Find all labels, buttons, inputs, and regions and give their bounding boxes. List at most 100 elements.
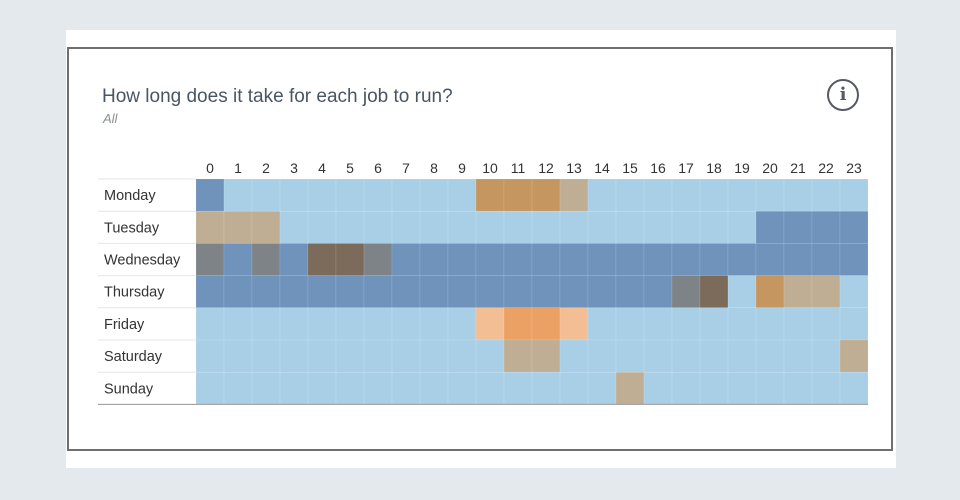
heatmap-cell-tuesday-19[interactable] [727, 210, 757, 244]
heatmap-cell-sunday-7[interactable] [391, 371, 421, 405]
heatmap-cell-tuesday-1[interactable] [223, 210, 253, 244]
heatmap-cell-sunday-9[interactable] [447, 371, 477, 405]
heatmap-cell-sunday-8[interactable] [419, 371, 449, 405]
heatmap-cell-friday-12[interactable] [531, 307, 561, 341]
heatmap-cell-sunday-3[interactable] [279, 371, 309, 405]
heatmap-cell-friday-11[interactable] [503, 307, 533, 341]
heatmap-cell-tuesday-15[interactable] [615, 210, 645, 244]
heatmap-cell-thursday-15[interactable] [615, 275, 645, 309]
heatmap-cell-tuesday-18[interactable] [699, 210, 729, 244]
heatmap-cell-monday-19[interactable] [727, 178, 757, 212]
heatmap-cell-monday-4[interactable] [307, 178, 337, 212]
heatmap-cell-saturday-20[interactable] [755, 339, 785, 373]
heatmap-cell-wednesday-10[interactable] [475, 243, 505, 276]
heatmap-cell-sunday-21[interactable] [783, 371, 813, 405]
heatmap-cell-friday-20[interactable] [755, 307, 785, 341]
heatmap-cell-wednesday-13[interactable] [559, 243, 589, 276]
heatmap-cell-thursday-7[interactable] [391, 275, 421, 309]
heatmap-cell-thursday-18[interactable] [699, 275, 729, 309]
heatmap-cell-sunday-16[interactable] [643, 371, 673, 405]
heatmap-cell-sunday-15[interactable] [615, 371, 645, 405]
heatmap-cell-wednesday-15[interactable] [615, 243, 645, 276]
heatmap-cell-sunday-11[interactable] [503, 371, 533, 405]
heatmap-cell-saturday-18[interactable] [699, 339, 729, 373]
heatmap-cell-wednesday-19[interactable] [727, 243, 757, 276]
heatmap-cell-tuesday-23[interactable] [839, 210, 869, 244]
heatmap-cell-thursday-2[interactable] [251, 275, 281, 309]
heatmap-cell-wednesday-11[interactable] [503, 243, 533, 276]
heatmap-cell-sunday-17[interactable] [671, 371, 701, 405]
heatmap-cell-thursday-12[interactable] [531, 275, 561, 309]
heatmap-cell-saturday-4[interactable] [307, 339, 337, 373]
heatmap-cell-thursday-21[interactable] [783, 275, 813, 309]
heatmap-cell-saturday-8[interactable] [419, 339, 449, 373]
heatmap-cell-thursday-11[interactable] [503, 275, 533, 309]
heatmap-cell-saturday-23[interactable] [839, 339, 869, 373]
heatmap-cell-saturday-17[interactable] [671, 339, 701, 373]
heatmap-cell-thursday-8[interactable] [419, 275, 449, 309]
heatmap-cell-friday-23[interactable] [839, 307, 869, 341]
heatmap-cell-wednesday-7[interactable] [391, 243, 421, 276]
heatmap-cell-tuesday-9[interactable] [447, 210, 477, 244]
heatmap-cell-thursday-19[interactable] [727, 275, 757, 309]
heatmap-cell-sunday-5[interactable] [335, 371, 365, 405]
heatmap-cell-tuesday-21[interactable] [783, 210, 813, 244]
heatmap-cell-wednesday-8[interactable] [419, 243, 449, 276]
heatmap-cell-sunday-12[interactable] [531, 371, 561, 405]
heatmap-cell-saturday-2[interactable] [251, 339, 281, 373]
heatmap-cell-wednesday-20[interactable] [755, 243, 785, 276]
heatmap-cell-monday-3[interactable] [279, 178, 309, 212]
heatmap-cell-monday-7[interactable] [391, 178, 421, 212]
heatmap-cell-wednesday-21[interactable] [783, 243, 813, 276]
heatmap-cell-tuesday-0[interactable] [195, 210, 225, 244]
heatmap-cell-wednesday-5[interactable] [335, 243, 365, 276]
heatmap-cell-friday-6[interactable] [363, 307, 393, 341]
heatmap-cell-sunday-0[interactable] [195, 371, 225, 405]
heatmap-cell-sunday-4[interactable] [307, 371, 337, 405]
heatmap-cell-sunday-18[interactable] [699, 371, 729, 405]
heatmap-cell-friday-14[interactable] [587, 307, 617, 341]
heatmap-cell-sunday-2[interactable] [251, 371, 281, 405]
heatmap-cell-tuesday-8[interactable] [419, 210, 449, 244]
heatmap-cell-monday-12[interactable] [531, 178, 561, 212]
heatmap-cell-saturday-15[interactable] [615, 339, 645, 373]
heatmap-cell-thursday-4[interactable] [307, 275, 337, 309]
heatmap-cell-tuesday-16[interactable] [643, 210, 673, 244]
heatmap-cell-tuesday-17[interactable] [671, 210, 701, 244]
heatmap-cell-saturday-1[interactable] [223, 339, 253, 373]
heatmap-cell-thursday-22[interactable] [811, 275, 841, 309]
heatmap-cell-friday-1[interactable] [223, 307, 253, 341]
heatmap-cell-monday-10[interactable] [475, 178, 505, 212]
heatmap-cell-thursday-6[interactable] [363, 275, 393, 309]
heatmap-cell-wednesday-23[interactable] [839, 243, 869, 276]
heatmap-cell-friday-2[interactable] [251, 307, 281, 341]
heatmap-cell-monday-16[interactable] [643, 178, 673, 212]
heatmap-cell-sunday-13[interactable] [559, 371, 589, 405]
heatmap-cell-tuesday-14[interactable] [587, 210, 617, 244]
heatmap-cell-monday-14[interactable] [587, 178, 617, 212]
heatmap-cell-saturday-19[interactable] [727, 339, 757, 373]
heatmap-cell-monday-1[interactable] [223, 178, 253, 212]
heatmap-cell-thursday-9[interactable] [447, 275, 477, 309]
heatmap-cell-saturday-6[interactable] [363, 339, 393, 373]
heatmap-cell-saturday-3[interactable] [279, 339, 309, 373]
heatmap-cell-thursday-5[interactable] [335, 275, 365, 309]
heatmap-cell-friday-4[interactable] [307, 307, 337, 341]
heatmap-cell-monday-11[interactable] [503, 178, 533, 212]
heatmap-cell-friday-5[interactable] [335, 307, 365, 341]
heatmap-cell-monday-0[interactable] [195, 178, 225, 212]
heatmap-cell-wednesday-22[interactable] [811, 243, 841, 276]
heatmap-cell-monday-22[interactable] [811, 178, 841, 212]
heatmap-cell-saturday-13[interactable] [559, 339, 589, 373]
heatmap-cell-saturday-21[interactable] [783, 339, 813, 373]
heatmap-cell-thursday-17[interactable] [671, 275, 701, 309]
heatmap-cell-wednesday-14[interactable] [587, 243, 617, 276]
info-icon[interactable]: i [827, 79, 859, 111]
heatmap-cell-friday-7[interactable] [391, 307, 421, 341]
heatmap-cell-saturday-5[interactable] [335, 339, 365, 373]
heatmap-cell-thursday-14[interactable] [587, 275, 617, 309]
heatmap-cell-tuesday-7[interactable] [391, 210, 421, 244]
heatmap-cell-friday-19[interactable] [727, 307, 757, 341]
heatmap-cell-wednesday-3[interactable] [279, 243, 309, 276]
heatmap-cell-monday-17[interactable] [671, 178, 701, 212]
